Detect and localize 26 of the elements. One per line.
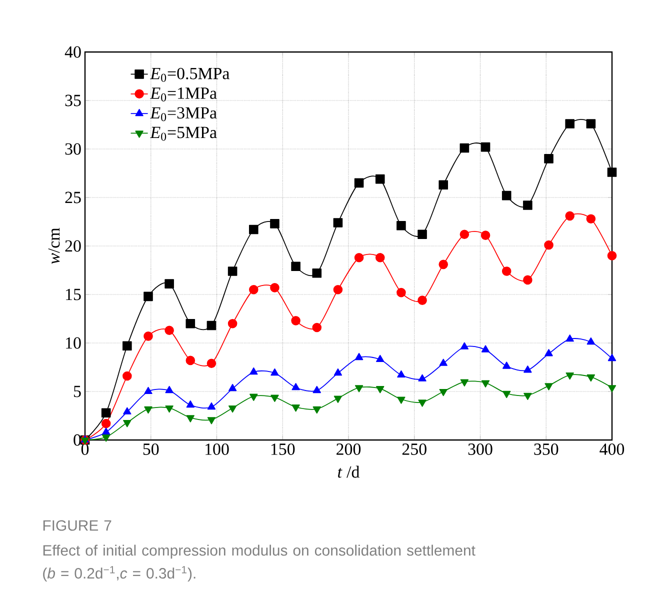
legend-label: E$_{0}$=0.5MPa [150, 68, 230, 82]
legend-label: E$_{0}$=1MPa [150, 88, 217, 102]
legend-label: E$_{0}$=3MPa [150, 107, 217, 122]
x-tick-label: 100 [206, 444, 229, 455]
x-tick-label: 350 [534, 444, 558, 455]
y-tick-label: 30 [65, 143, 81, 155]
y-tick-label: 20 [65, 240, 81, 252]
text: (b = 0.2d$^{−1}$,c = 0.3d$^{−1}$). [43, 566, 196, 582]
legend-label: E$_{0}$=5MPa [150, 126, 217, 141]
x-tick-label: 300 [468, 444, 492, 455]
x-tick-label: 150 [271, 444, 295, 455]
x-axis-title: t /d [338, 466, 360, 478]
y-axis-title: w/cm [48, 228, 60, 264]
y-tick-label: 40 [64, 46, 81, 58]
y-tick-label: 10 [66, 337, 81, 349]
x-tick-label: 400 [600, 444, 624, 455]
y-tick-label: 25 [65, 192, 81, 204]
y-tick-label: 0 [74, 434, 81, 446]
x-tick-label: 250 [402, 444, 426, 455]
x-tick-label: 50 [143, 444, 159, 455]
y-tick-label: 35 [65, 94, 81, 106]
text: Effect of initial compression modulus on consolidation settlement [43, 544, 476, 559]
x-tick-label: 200 [336, 444, 361, 455]
y-tick-label: 5 [74, 386, 81, 398]
caption: FIGURE 7 [43, 520, 112, 531]
y-tick-label: 15 [66, 288, 81, 300]
